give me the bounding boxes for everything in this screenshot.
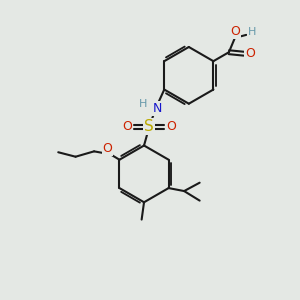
- Text: O: O: [166, 120, 176, 133]
- Text: H: H: [248, 28, 256, 38]
- Text: O: O: [122, 120, 132, 133]
- Text: N: N: [153, 101, 162, 115]
- Text: O: O: [230, 25, 240, 38]
- Text: O: O: [103, 142, 112, 155]
- Text: S: S: [144, 119, 154, 134]
- Text: H: H: [139, 100, 148, 110]
- Text: O: O: [245, 47, 255, 60]
